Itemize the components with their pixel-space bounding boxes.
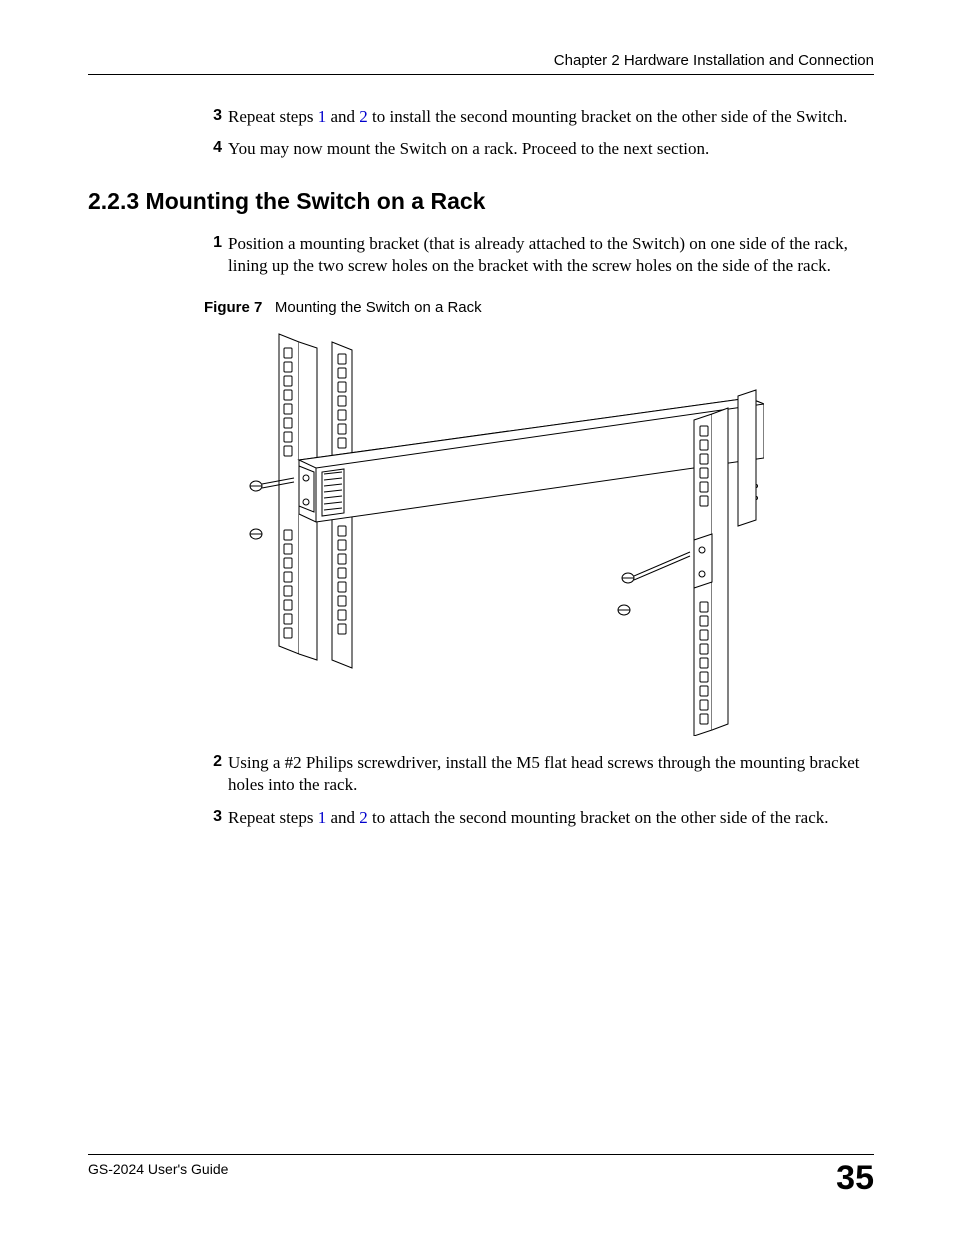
step-text: You may now mount the Switch on a rack. …: [228, 139, 709, 158]
figure-title: Mounting the Switch on a Rack: [275, 299, 482, 316]
step-text: Using a #2 Philips screwdriver, install …: [228, 753, 860, 794]
step-marker: 2: [204, 752, 222, 773]
step-2-bot: 2 Using a #2 Philips screwdriver, instal…: [228, 752, 874, 796]
page-footer: GS-2024 User's Guide 35: [88, 1154, 874, 1195]
section-first-steps: 1 Position a mounting bracket (that is a…: [228, 233, 874, 277]
section-heading: 2.2.3 Mounting the Switch on a Rack: [88, 188, 874, 215]
figure-caption: Figure 7 Mounting the Switch on a Rack: [204, 299, 874, 316]
step-marker: 1: [204, 233, 222, 254]
step-3-bot: 3 Repeat steps 1 and 2 to attach the sec…: [228, 807, 874, 829]
step-4-top: 4 You may now mount the Switch on a rack…: [228, 138, 874, 160]
footer-guide-label: GS-2024 User's Guide: [88, 1161, 228, 1177]
step-link-2[interactable]: 2: [359, 107, 368, 126]
header-rule: [88, 74, 874, 75]
screws-right: [618, 552, 690, 615]
footer-page-number: 35: [836, 1161, 874, 1195]
step-3-top: 3 Repeat steps 1 and 2 to install the se…: [228, 106, 874, 128]
page-content: 3 Repeat steps 1 and 2 to install the se…: [88, 106, 874, 839]
header-chapter-label: Chapter 2 Hardware Installation and Conn…: [554, 52, 874, 69]
step-text-post: to install the second mounting bracket o…: [368, 107, 848, 126]
right-rear-rack-post: [738, 390, 756, 526]
step-link-1[interactable]: 1: [318, 107, 327, 126]
figure-diagram: [204, 326, 764, 736]
section-later-steps: 2 Using a #2 Philips screwdriver, instal…: [228, 752, 874, 828]
step-text: Position a mounting bracket (that is alr…: [228, 234, 848, 275]
figure-label: Figure 7: [204, 299, 262, 316]
right-front-rack-post: [694, 408, 728, 736]
step-text-pre: Repeat steps: [228, 808, 318, 827]
step-text-mid: and: [326, 107, 359, 126]
step-text-post: to attach the second mounting bracket on…: [368, 808, 829, 827]
step-link-2[interactable]: 2: [359, 808, 368, 827]
step-text-mid: and: [326, 808, 359, 827]
step-marker: 4: [204, 138, 222, 159]
rack-mount-illustration: [204, 326, 764, 736]
step-marker: 3: [204, 807, 222, 828]
pre-section-steps: 3 Repeat steps 1 and 2 to install the se…: [228, 106, 874, 160]
step-text-pre: Repeat steps: [228, 107, 318, 126]
step-link-1[interactable]: 1: [318, 808, 327, 827]
step-marker: 3: [204, 106, 222, 127]
step-1-mid: 1 Position a mounting bracket (that is a…: [228, 233, 874, 277]
